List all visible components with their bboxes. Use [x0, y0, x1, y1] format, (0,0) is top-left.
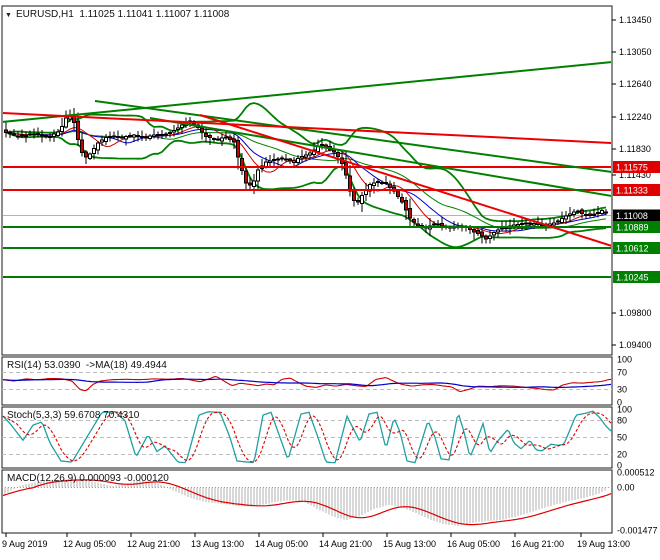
- indicator-scale-label: -0.001477: [617, 526, 658, 536]
- rsi-line: [2, 376, 612, 393]
- price-badge: [613, 161, 660, 173]
- price-badge: [613, 209, 660, 222]
- price-tick-label: 1.12240: [619, 112, 652, 122]
- trend-line[interactable]: [199, 114, 612, 247]
- price-badge-label: 1.11575: [616, 163, 648, 173]
- trend-line[interactable]: [149, 117, 612, 197]
- time-label: 16 Aug 21:00: [511, 539, 565, 549]
- stoch-indicator-label: Stoch(5,3,3) 59.6708 70.4310: [7, 410, 140, 421]
- indicator-scale-label: 0.000512: [617, 468, 655, 478]
- price-tick-label: 1.13450: [619, 15, 652, 25]
- trend-line[interactable]: [2, 112, 612, 144]
- indicator-scale-label: 70: [617, 367, 627, 377]
- indicator-scale-label: 30: [617, 385, 627, 395]
- time-label: 15 Aug 13:00: [383, 539, 437, 549]
- time-label: 13 Aug 13:00: [191, 539, 245, 549]
- price-tick-label: 1.09400: [619, 340, 652, 350]
- indicator-scale-label: 0: [617, 461, 622, 471]
- symbol-dropdown-icon[interactable]: ▼: [5, 12, 12, 19]
- trend-line[interactable]: [94, 100, 612, 173]
- time-label: 16 Aug 05:00: [447, 539, 501, 549]
- time-label: 12 Aug 05:00: [63, 539, 117, 549]
- price-tick-label: 1.12640: [619, 79, 652, 89]
- price-tick-label: 1.11830: [619, 144, 651, 154]
- rsi-ma-line: [2, 378, 612, 389]
- indicator-scale-label: 100: [617, 355, 632, 365]
- price-badge-label: 1.10245: [616, 273, 649, 283]
- price-badge: [613, 184, 660, 196]
- price-tick-label: 1.09800: [619, 308, 652, 318]
- main-panel[interactable]: [1, 5, 613, 356]
- price-badge: [613, 221, 660, 233]
- chart-title: EURUSD,H1 1.11025 1.11041 1.11007 1.1100…: [16, 9, 230, 20]
- rsi-indicator-label: RSI(14) 53.0390 ->MA(18) 49.4944: [7, 360, 167, 371]
- time-label: 14 Aug 05:00: [255, 539, 309, 549]
- price-badge-label: 1.11008: [616, 211, 648, 221]
- trend-line[interactable]: [2, 61, 612, 123]
- price-tick-label: 1.13050: [619, 47, 652, 57]
- stoch-k-line: [2, 410, 612, 464]
- indicator-scale-label: 80: [617, 416, 627, 426]
- price-tick-label: 1.11430: [619, 170, 651, 180]
- price-badge-label: 1.10889: [616, 223, 649, 233]
- price-badge: [613, 271, 660, 283]
- time-label: 9 Aug 2019: [2, 539, 48, 549]
- indicator-scale-label: 0: [617, 398, 622, 408]
- indicator-scale-label: 100: [617, 405, 632, 415]
- time-label: 12 Aug 21:00: [127, 539, 181, 549]
- bollinger-lower-band: [5, 131, 607, 249]
- main-plot[interactable]: [2, 61, 612, 278]
- macd-histogram: [4, 479, 609, 526]
- macd-signal-line: [2, 479, 612, 526]
- price-badge-label: 1.11333: [616, 186, 648, 196]
- indicator-scale-label: 20: [617, 449, 627, 459]
- time-label: 14 Aug 21:00: [319, 539, 373, 549]
- indicator-scale-label: 50: [617, 433, 627, 443]
- price-badge-label: 1.10612: [616, 244, 649, 254]
- macd-indicator-label: MACD(12,26,9) 0.000093 -0.000120: [7, 473, 169, 484]
- stoch-d-line: [2, 411, 612, 463]
- time-label: 19 Aug 13:00: [577, 539, 631, 549]
- price-badge: [613, 242, 660, 254]
- indicator-scale-label: 0.00: [617, 482, 635, 492]
